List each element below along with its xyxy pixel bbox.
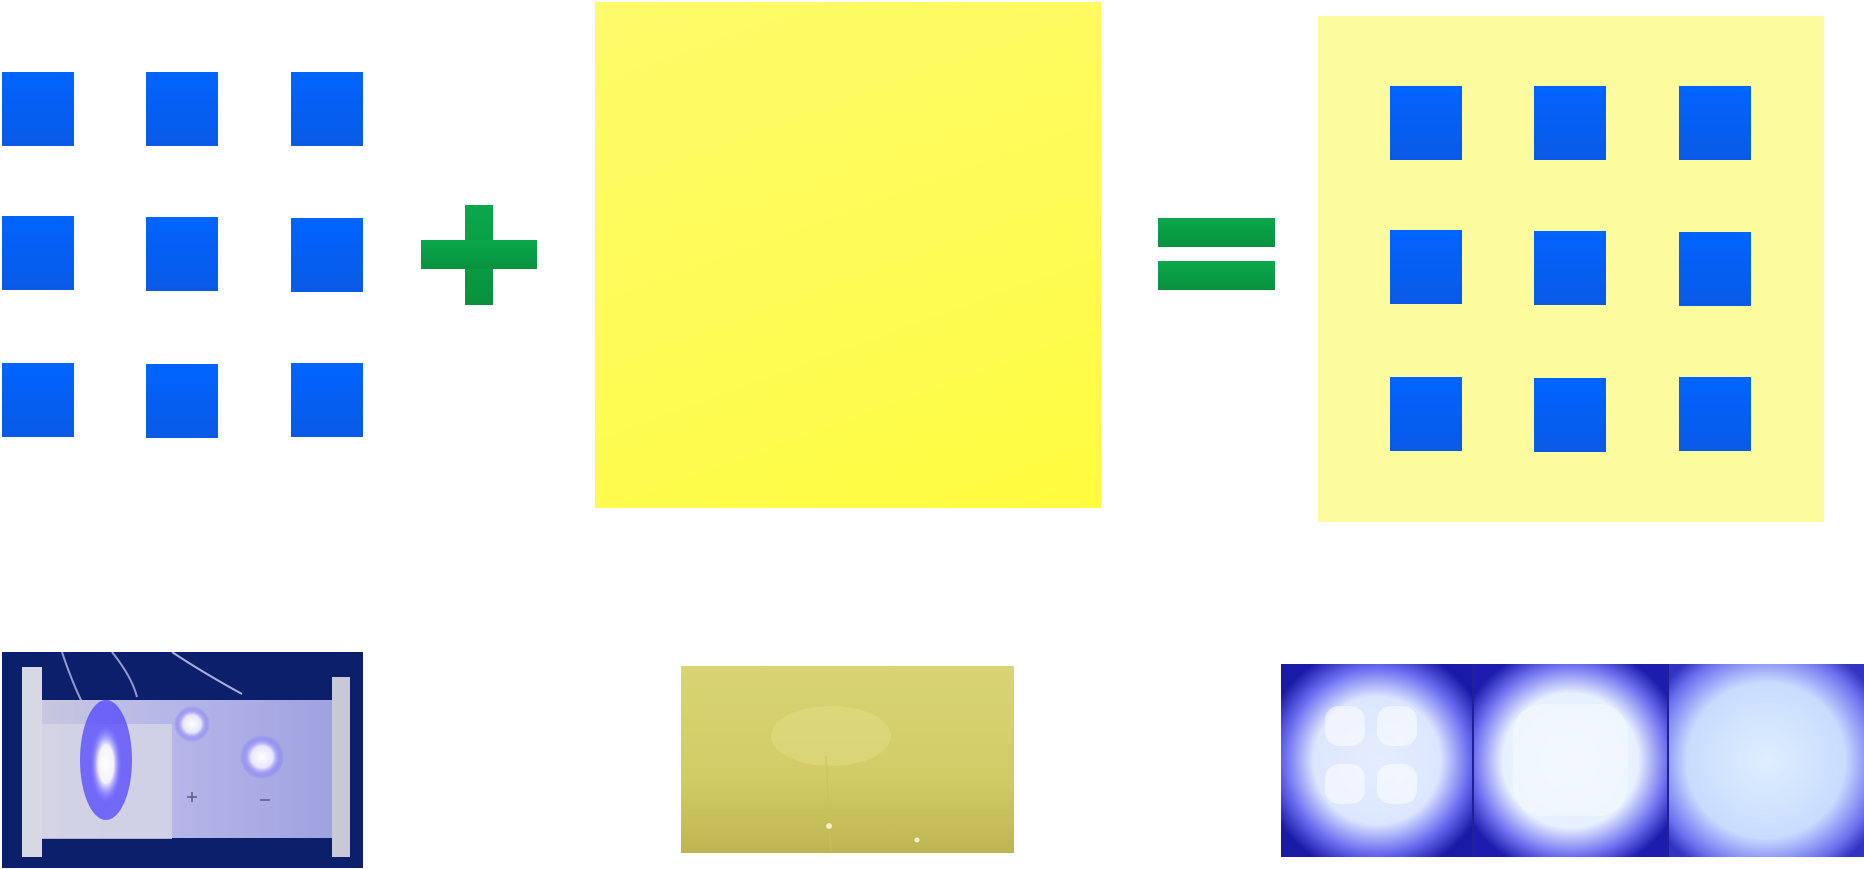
blue-led-square <box>146 72 218 146</box>
blue-led-square <box>291 218 363 292</box>
blue-led-square <box>1679 232 1751 306</box>
blue-led-square <box>1679 86 1751 160</box>
blue-led-square <box>146 217 218 291</box>
blue-led-square <box>291 72 363 146</box>
blue-led-array <box>0 70 366 442</box>
phosphor-film-photo <box>681 666 1014 853</box>
blue-led-square <box>291 363 363 437</box>
blue-led-square <box>1390 377 1462 451</box>
led-board-photo <box>2 652 363 868</box>
emission-photos-image <box>1281 664 1864 857</box>
blue-led-square <box>2 363 74 437</box>
equals-top-bar <box>1158 218 1275 247</box>
equals-bottom-bar <box>1158 261 1275 290</box>
blue-led-square <box>1534 86 1606 160</box>
blue-led-square <box>1390 230 1462 304</box>
blue-led-square <box>146 364 218 438</box>
phosphor-film-photo-image <box>681 666 1014 853</box>
blue-led-square <box>2 216 74 290</box>
led-board-photo-image <box>2 652 363 868</box>
plus-horizontal-bar <box>421 240 537 269</box>
emission-tile <box>1668 664 1864 857</box>
emission-tile <box>1281 664 1473 857</box>
combined-device <box>1318 16 1824 522</box>
blue-led-square <box>1534 378 1606 452</box>
blue-led-square <box>1390 86 1462 160</box>
blue-led-square <box>2 72 74 146</box>
emission-photos <box>1281 664 1864 857</box>
blue-led-square <box>1679 377 1751 451</box>
blue-led-square <box>1534 231 1606 305</box>
yellow-phosphor-sheet <box>595 2 1101 508</box>
